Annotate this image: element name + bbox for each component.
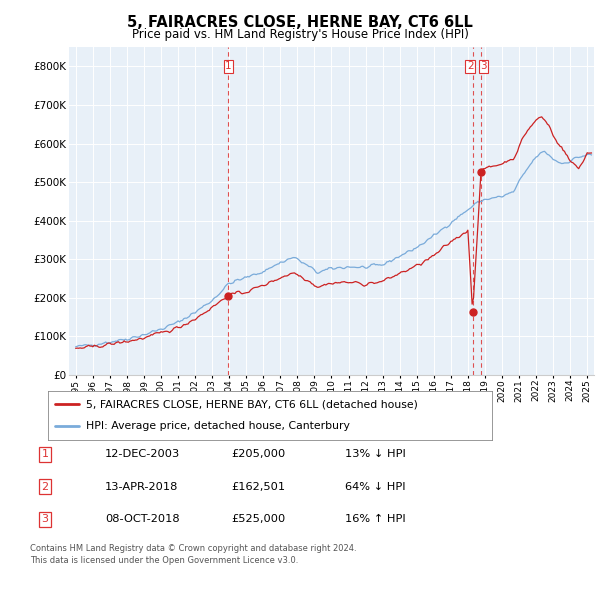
Text: 2: 2 — [467, 61, 473, 71]
Text: This data is licensed under the Open Government Licence v3.0.: This data is licensed under the Open Gov… — [30, 556, 298, 565]
Text: 5, FAIRACRES CLOSE, HERNE BAY, CT6 6LL: 5, FAIRACRES CLOSE, HERNE BAY, CT6 6LL — [127, 15, 473, 30]
Text: 5, FAIRACRES CLOSE, HERNE BAY, CT6 6LL (detached house): 5, FAIRACRES CLOSE, HERNE BAY, CT6 6LL (… — [86, 399, 418, 409]
Text: 64% ↓ HPI: 64% ↓ HPI — [345, 482, 406, 491]
Text: 1: 1 — [225, 61, 232, 71]
Text: 13% ↓ HPI: 13% ↓ HPI — [345, 450, 406, 459]
Text: 3: 3 — [41, 514, 49, 524]
Text: £205,000: £205,000 — [231, 450, 285, 459]
Text: Price paid vs. HM Land Registry's House Price Index (HPI): Price paid vs. HM Land Registry's House … — [131, 28, 469, 41]
Text: 16% ↑ HPI: 16% ↑ HPI — [345, 514, 406, 524]
Text: 1: 1 — [41, 450, 49, 459]
Text: 3: 3 — [480, 61, 487, 71]
Text: £162,501: £162,501 — [231, 482, 285, 491]
Text: 12-DEC-2003: 12-DEC-2003 — [105, 450, 180, 459]
Text: £525,000: £525,000 — [231, 514, 285, 524]
Text: 13-APR-2018: 13-APR-2018 — [105, 482, 178, 491]
Text: 2: 2 — [41, 482, 49, 491]
Text: 08-OCT-2018: 08-OCT-2018 — [105, 514, 179, 524]
Text: Contains HM Land Registry data © Crown copyright and database right 2024.: Contains HM Land Registry data © Crown c… — [30, 545, 356, 553]
Text: HPI: Average price, detached house, Canterbury: HPI: Average price, detached house, Cant… — [86, 421, 350, 431]
